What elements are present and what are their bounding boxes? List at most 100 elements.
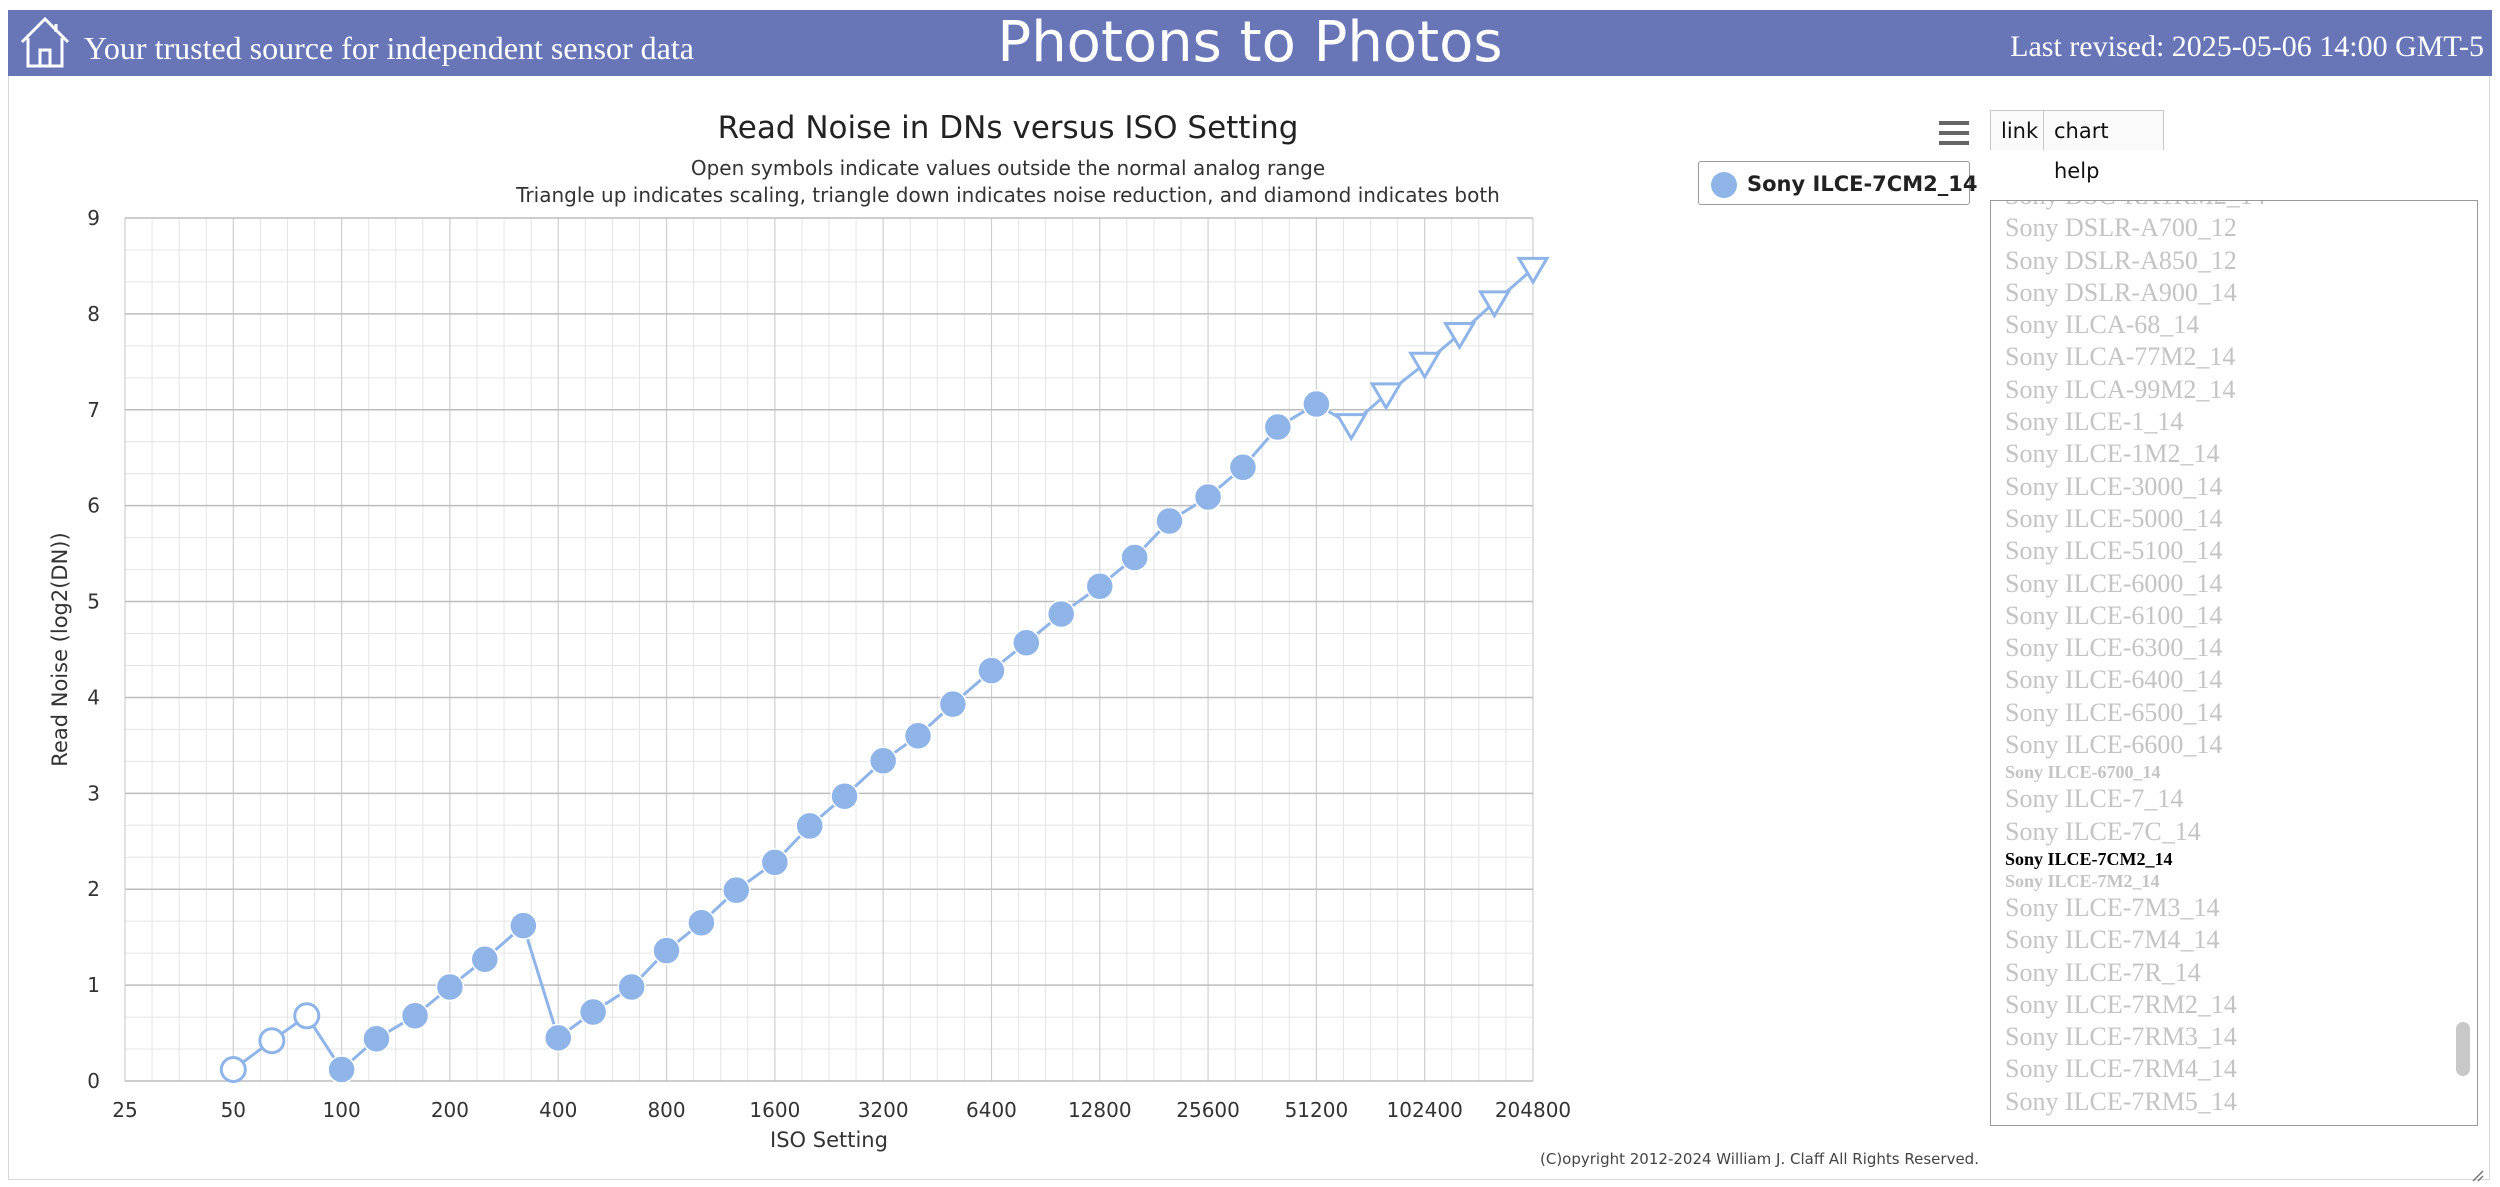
x-tick-label: 25 xyxy=(112,1098,137,1122)
data-point xyxy=(470,944,500,974)
camera-list-item[interactable]: Sony ILCE-3000_14 xyxy=(2005,471,2223,501)
camera-list-item[interactable]: Sony ILCA-77M2_14 xyxy=(2005,342,2236,372)
camera-list-item[interactable]: Sony ILCE-7RM3_14 xyxy=(2005,1022,2237,1052)
camera-list-item-selected[interactable]: Sony ILCE-7CM2_14 xyxy=(2005,848,2173,869)
camera-list-item[interactable]: Sony ILCE-7RM4_14 xyxy=(2005,1054,2237,1084)
data-point-triangle-down xyxy=(1477,290,1512,319)
camera-list-item[interactable]: Sony DSLR-A700_12 xyxy=(2005,213,2237,243)
chart-title: Read Noise in DNs versus ISO Setting xyxy=(718,110,1299,146)
data-point xyxy=(1120,543,1149,572)
x-tick-label: 102400 xyxy=(1387,1098,1463,1122)
data-point xyxy=(687,908,716,938)
x-tick-label: 6400 xyxy=(966,1098,1017,1122)
data-point xyxy=(977,656,1006,685)
x-tick-label: 1600 xyxy=(749,1098,800,1122)
data-point xyxy=(903,721,933,751)
data-point xyxy=(722,875,751,905)
data-point xyxy=(578,997,608,1027)
data-point xyxy=(1085,571,1115,601)
x-tick-label: 200 xyxy=(431,1098,469,1122)
x-tick-label: 12800 xyxy=(1068,1098,1132,1122)
y-tick-label: 6 xyxy=(87,494,100,518)
data-point xyxy=(830,781,859,811)
data-point xyxy=(868,746,898,775)
data-point xyxy=(938,689,968,719)
camera-list-scrollbar[interactable] xyxy=(2456,1022,2470,1076)
camera-list-item[interactable]: Sony ILCE-7C_14 xyxy=(2005,816,2201,846)
camera-list-item[interactable]: Sony DSLR-A850_12 xyxy=(2005,245,2237,275)
y-tick-label: 7 xyxy=(87,398,100,422)
camera-list-item[interactable]: Sony ILCE-7RM5_14 xyxy=(2005,1086,2237,1116)
data-point xyxy=(795,811,824,841)
data-point xyxy=(543,1023,573,1053)
data-point-triangle-down xyxy=(1516,256,1550,286)
camera-list-item[interactable]: Sony ILCE-6700_14 xyxy=(2005,762,2161,783)
read-noise-chart: 25 50 100 200 400 800 1600 3200 6400 12800 25600 51… xyxy=(48,110,1571,1152)
data-point-open xyxy=(219,1055,247,1083)
link-button[interactable]: link xyxy=(1990,110,2044,150)
data-point-triangle-down xyxy=(1369,382,1403,411)
camera-list-item[interactable]: Sony ILCE-7M3_14 xyxy=(2005,892,2220,922)
camera-list-item[interactable]: Sony ILCE-6400_14 xyxy=(2005,665,2223,695)
data-point-open xyxy=(258,1027,286,1055)
chart-legend-item[interactable]: Sony ILCE-7CM2_14 xyxy=(1698,161,1977,205)
camera-list-item[interactable]: Sony ILCE-7R_14 xyxy=(2005,957,2201,987)
data-point xyxy=(1155,506,1184,536)
chart-help-button[interactable]: chart help xyxy=(2043,110,2164,183)
x-tick-label: 400 xyxy=(539,1098,577,1122)
camera-list-item[interactable]: Sony ILCE-5100_14 xyxy=(2005,536,2223,566)
camera-list-item[interactable]: Sony ILCE-1M2_14 xyxy=(2005,439,2220,469)
data-point xyxy=(1046,599,1076,629)
x-tick-label: 3200 xyxy=(858,1098,909,1122)
data-point xyxy=(1012,628,1041,658)
x-tick-label: 204800 xyxy=(1495,1098,1571,1122)
data-point xyxy=(1193,482,1223,512)
last-revised-date: Last revised: 2025-05-06 14:00 GMT-5 xyxy=(2010,30,2484,63)
x-tick-label: 100 xyxy=(323,1098,361,1122)
camera-list-item[interactable]: Sony ILCA-68_14 xyxy=(2005,310,2200,340)
camera-list-item[interactable]: Sony ILCE-7M2_14 xyxy=(2005,870,2160,891)
y-tick-label: 0 xyxy=(87,1069,100,1093)
camera-list-item[interactable]: Sony ILCE-6000_14 xyxy=(2005,568,2223,598)
resize-handle-icon[interactable] xyxy=(2470,1168,2484,1182)
x-axis-label: ISO Setting xyxy=(770,1128,888,1152)
camera-list-item[interactable]: Sony ILCE-7_14 xyxy=(2005,784,2184,814)
x-tick-label: 50 xyxy=(221,1098,246,1122)
legend-label: Sony ILCE-7CM2_14 xyxy=(1747,172,1978,196)
data-point-triangle-down xyxy=(1334,413,1368,442)
home-icon[interactable] xyxy=(18,14,72,70)
camera-list-item[interactable]: Sony ILCE-5000_14 xyxy=(2005,503,2223,533)
data-point xyxy=(652,936,681,965)
data-point xyxy=(362,1024,391,1054)
camera-list-item[interactable]: Sony ILCE-1_14 xyxy=(2005,407,2184,437)
data-point xyxy=(400,1001,430,1031)
data-point-open xyxy=(293,1002,321,1030)
legend-marker-icon xyxy=(1711,172,1737,198)
y-axis-label: Read Noise (log2(DN)) xyxy=(48,532,72,766)
data-point xyxy=(1263,412,1293,442)
camera-list-item[interactable]: Sony ILCE-6500_14 xyxy=(2005,697,2223,727)
camera-list-item[interactable]: Sony ILCE-6600_14 xyxy=(2005,730,2223,760)
data-point xyxy=(760,848,790,877)
camera-list-item[interactable]: Sony ILCE-7RM2_14 xyxy=(2005,989,2237,1019)
data-point-triangle-down xyxy=(1442,322,1477,351)
y-tick-label: 5 xyxy=(87,590,100,614)
camera-list-item[interactable]: Sony ILCE-6300_14 xyxy=(2005,633,2223,663)
hamburger-menu-icon[interactable] xyxy=(1937,118,1971,148)
data-point xyxy=(1302,389,1331,419)
camera-list-item[interactable]: Sony ILCE-6100_14 xyxy=(2005,600,2223,630)
site-title: Photons to Photos xyxy=(997,10,1503,75)
data-point xyxy=(435,972,465,1002)
camera-list-item[interactable]: Sony ILCE-7M4_14 xyxy=(2005,925,2220,955)
camera-list-item[interactable]: Sony DSC-RX1RM2_14 xyxy=(1991,201,2477,212)
camera-list-item[interactable]: Sony ILCA-99M2_14 xyxy=(2005,374,2236,404)
data-point xyxy=(617,972,646,1002)
y-tick-label: 8 xyxy=(87,302,100,326)
y-tick-label: 2 xyxy=(87,877,100,901)
copyright-notice: (C)opyright 2012-2024 William J. Claff A… xyxy=(1540,1150,1979,1168)
data-point xyxy=(1228,453,1258,482)
x-tick-label: 51200 xyxy=(1285,1098,1349,1122)
camera-list-item[interactable]: Sony DSLR-A900_14 xyxy=(2005,277,2237,307)
x-tick-label: 800 xyxy=(647,1098,685,1122)
